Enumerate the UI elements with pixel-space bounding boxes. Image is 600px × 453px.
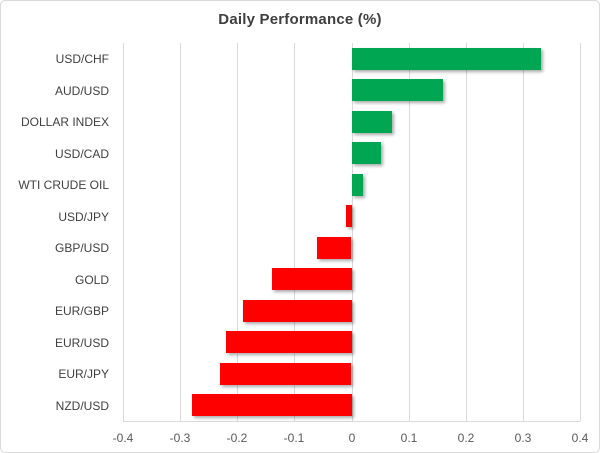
bar-eur-gbp [243,300,352,322]
gridline-x-0-3 [523,43,524,421]
bar-gold [272,268,352,290]
gridline-x-0-4 [580,43,581,421]
x-tick-label: -0.4 [112,431,134,445]
x-tick-label: 0.2 [457,431,475,445]
gridline-x--0-4 [123,43,124,421]
category-label-usd-cad: USD/CAD [54,147,109,161]
bar-eur-usd [226,331,352,353]
category-label-gold: GOLD [74,273,109,287]
x-tick-label: -0.3 [169,431,191,445]
gridline-x-0-1 [409,43,410,421]
gridline-x--0-2 [237,43,238,421]
bar-usd-chf [352,48,541,70]
gridline-x-0-2 [466,43,467,421]
bar-dollar-index [352,111,392,133]
x-tick-label: 0.1 [400,431,418,445]
category-label-usd-chf: USD/CHF [55,52,109,66]
x-axis-line [123,421,580,422]
bar-nzd-usd [192,394,352,416]
bar-eur-jpy [220,363,351,385]
bar-wti-crude-oil [352,174,363,196]
category-label-eur-usd: EUR/USD [54,336,109,350]
category-label-aud-usd: AUD/USD [54,84,109,98]
bar-aud-usd [352,79,443,101]
category-label-eur-jpy: EUR/JPY [58,367,109,381]
x-tick-label: 0.4 [571,431,589,445]
gridline-x--0-1 [294,43,295,421]
x-tick-label: 0.3 [514,431,532,445]
category-label-gbp-usd: GBP/USD [54,241,109,255]
category-label-nzd-usd: NZD/USD [55,399,109,413]
x-tick-label: -0.1 [283,431,305,445]
category-label-usd-jpy: USD/JPY [58,210,109,224]
bar-usd-jpy [346,205,352,227]
bar-gbp-usd [317,237,351,259]
category-label-wti-crude-oil: WTI CRUDE OIL [18,178,109,192]
gridline-x-0 [352,43,353,421]
category-label-dollar-index: DOLLAR INDEX [20,115,109,129]
chart-title: Daily Performance (%) [218,11,382,28]
x-tick-label: -0.2 [226,431,248,445]
x-tick-label: 0 [348,431,356,445]
gridline-x--0-3 [180,43,181,421]
category-label-eur-gbp: EUR/GBP [54,304,109,318]
bar-usd-cad [352,142,381,164]
